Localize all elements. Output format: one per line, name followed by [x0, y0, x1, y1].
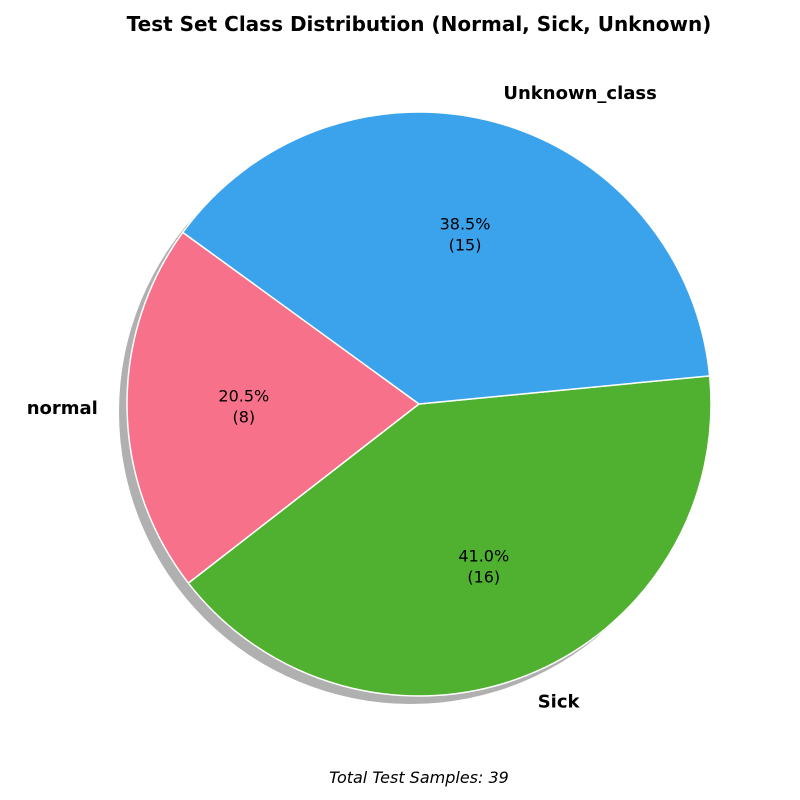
chart-title: Test Set Class Distribution (Normal, Sic… [127, 12, 712, 36]
category-label-sick: Sick [538, 691, 581, 712]
pie-slice-unknown-class [182, 111, 711, 405]
category-label-unknown-class: Unknown_class [503, 83, 656, 104]
percent-label-normal: 20.5% [218, 386, 269, 405]
pie-slices [126, 111, 712, 697]
pie-slice-normal [126, 231, 420, 584]
total-samples-note: Total Test Samples: 39 [329, 768, 509, 787]
pie-labels: normal 20.5% (8) Sick 41.0% (16) Unknown_class… [27, 83, 657, 712]
category-label-normal: normal [27, 398, 98, 419]
count-label-normal: (8) [232, 407, 255, 426]
percent-label-sick: 41.0% [458, 546, 509, 565]
percent-label-unknown-class: 38.5% [440, 214, 491, 233]
count-label-unknown-class: (15) [449, 235, 482, 254]
count-label-sick: (16) [467, 567, 500, 586]
pie-slice-sick [187, 375, 712, 697]
